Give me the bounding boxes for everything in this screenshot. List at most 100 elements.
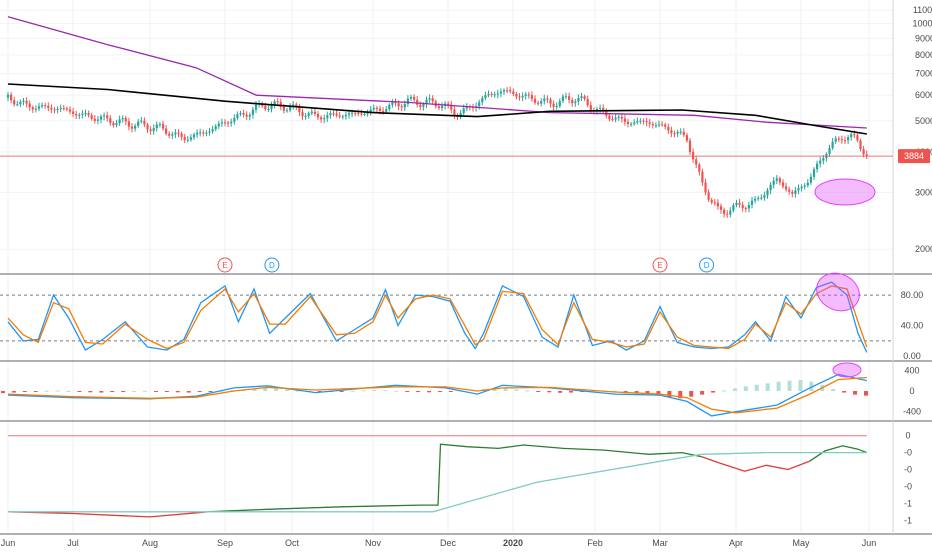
- candle-body: [723, 209, 726, 214]
- macd-hist-bar: [569, 391, 574, 393]
- candle: [543, 94, 546, 105]
- stoch-series-stoch_d: [7, 285, 868, 350]
- candle: [850, 131, 853, 141]
- candle: [65, 106, 68, 112]
- candle-body: [819, 160, 822, 164]
- candle-body: [388, 104, 391, 110]
- candle: [289, 103, 292, 113]
- candle-body: [134, 125, 137, 129]
- x-tick-label: Jul: [67, 538, 79, 548]
- candle-body: [704, 182, 707, 193]
- candle: [710, 197, 713, 205]
- candle: [809, 173, 812, 185]
- candle-body: [750, 200, 754, 205]
- candle: [825, 152, 828, 162]
- candle-body: [527, 94, 530, 96]
- macd-hist-bar: [153, 391, 158, 392]
- candle: [865, 150, 868, 160]
- candle: [840, 135, 843, 144]
- candle-body: [220, 122, 223, 124]
- event-marker: E: [217, 257, 233, 273]
- x-tick-label: Jun: [1, 538, 16, 548]
- candle-body: [716, 202, 719, 207]
- candle-body: [453, 109, 456, 116]
- candle: [781, 179, 785, 189]
- candle: [230, 118, 233, 127]
- candle-body: [127, 121, 130, 127]
- candle: [96, 116, 99, 125]
- candle: [239, 110, 242, 117]
- candle: [171, 131, 174, 140]
- event-marker-label: E: [657, 261, 662, 270]
- price-tick-label: 7000: [915, 69, 932, 79]
- candle-body: [800, 186, 803, 189]
- candle: [118, 115, 121, 126]
- candle-body: [25, 100, 28, 104]
- macd-hist-bar: [252, 388, 257, 391]
- macd-hist-bar: [132, 391, 137, 392]
- candle-body: [561, 96, 564, 102]
- candle: [62, 104, 65, 111]
- candle-body: [165, 128, 168, 134]
- event-marker-label: D: [269, 261, 275, 270]
- candle-body: [537, 102, 540, 104]
- candle-body: [267, 108, 270, 110]
- macd-hist-bar: [656, 391, 661, 396]
- candle-body: [744, 208, 747, 210]
- candle: [843, 136, 847, 144]
- candle: [109, 115, 112, 126]
- candle: [723, 207, 726, 218]
- macd-hist-bar: [339, 391, 344, 392]
- macd-hist-bar: [44, 390, 49, 392]
- macd-series-macd_signal: [7, 376, 867, 414]
- candle: [112, 121, 115, 128]
- candle: [270, 101, 273, 113]
- candle: [68, 106, 72, 115]
- macd-hist-bar: [634, 391, 639, 393]
- x-tick-label: Mar: [652, 538, 668, 548]
- x-tick-label: Apr: [729, 538, 743, 548]
- candle-body: [369, 109, 372, 113]
- macd-highlight-ellipse: [832, 362, 862, 378]
- candle: [304, 112, 307, 120]
- candle: [791, 189, 794, 198]
- macd-hist-bar: [405, 391, 410, 392]
- macd-tick-label: -400: [903, 407, 921, 417]
- candle: [459, 110, 462, 120]
- candle: [493, 91, 496, 98]
- candle: [320, 115, 323, 123]
- macd-hist-bar: [536, 391, 541, 392]
- macd-hist-bar: [514, 389, 519, 391]
- candle-body: [623, 118, 626, 122]
- relative-series-rel_red: [7, 511, 209, 518]
- candle-body: [307, 113, 310, 117]
- candle-body: [217, 123, 220, 127]
- relative-tick-label: 0: [905, 431, 910, 441]
- candle: [440, 102, 444, 111]
- candle: [338, 111, 341, 119]
- candle: [487, 90, 490, 98]
- candle: [695, 156, 698, 169]
- macd-hist-bar: [776, 381, 781, 391]
- candle: [766, 187, 769, 199]
- candle: [59, 104, 62, 113]
- candle-body: [180, 133, 183, 137]
- candle: [146, 122, 149, 133]
- candle: [192, 132, 196, 141]
- candle: [527, 91, 530, 99]
- candle-body: [202, 132, 205, 134]
- candle: [344, 111, 347, 120]
- candle-body: [831, 141, 834, 149]
- candle: [484, 91, 487, 101]
- relative-series-rel_red: [701, 456, 811, 472]
- macd-hist-bar: [88, 391, 93, 393]
- candle: [81, 110, 84, 119]
- event-marker-label: E: [222, 261, 227, 270]
- candle: [44, 102, 47, 109]
- macd-hist-bar: [295, 390, 300, 392]
- candle-body: [354, 112, 357, 114]
- candle-body: [385, 109, 388, 112]
- candle: [267, 105, 270, 113]
